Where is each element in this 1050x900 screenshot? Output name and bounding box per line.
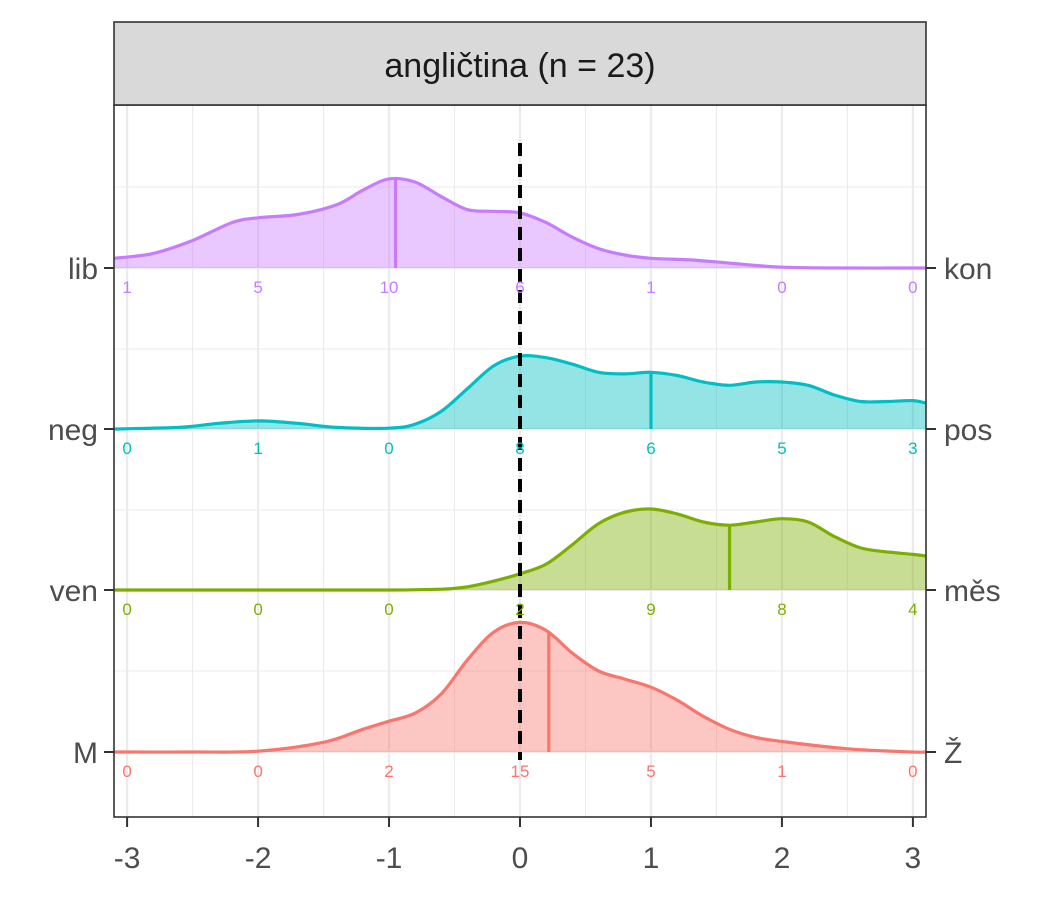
count-label: 0 [777, 278, 786, 297]
ridge-area-ven [114, 508, 926, 591]
count-label: 8 [515, 439, 524, 458]
count-label: 1 [253, 439, 262, 458]
count-label: 1 [646, 278, 655, 297]
facet-strip [113, 21, 927, 106]
x-tick-label: 0 [512, 842, 529, 875]
x-tick-label: 2 [774, 842, 791, 875]
count-label: 6 [515, 278, 524, 297]
ridge-line-ven [114, 507, 927, 592]
count-label: 0 [384, 439, 393, 458]
ridge-area-M [114, 622, 926, 753]
y-label-left: lib [68, 253, 98, 286]
count-label: 0 [384, 600, 393, 619]
count-label: 4 [908, 600, 917, 619]
y-label-right: pos [944, 414, 992, 447]
count-label: 2 [384, 762, 393, 781]
count-label: 0 [908, 762, 917, 781]
count-label: 6 [646, 439, 655, 458]
y-label-left: ven [50, 575, 98, 608]
ridge-line-lib [113, 176, 927, 270]
count-label: 1 [122, 278, 131, 297]
count-label: 0 [122, 439, 131, 458]
ridge-area-lib [114, 178, 926, 269]
ridge-line-M [113, 620, 927, 754]
count-label: 0 [253, 762, 262, 781]
x-tick-label: 1 [643, 842, 660, 875]
count-label: 15 [511, 762, 530, 781]
count-label: 0 [122, 762, 131, 781]
count-label: 8 [777, 600, 786, 619]
facet-title: angličtina (n = 23) [384, 47, 655, 85]
x-axis: -3 -2 -1 0 1 2 3 [114, 817, 921, 875]
y-label-right: Ž [944, 737, 962, 770]
x-tick-label: -2 [245, 842, 272, 875]
y-label-left: M [73, 737, 98, 770]
count-label: 10 [380, 278, 399, 297]
count-label: 5 [777, 439, 786, 458]
y-label-left: neg [48, 414, 98, 447]
count-label: 5 [253, 278, 262, 297]
y-label-right: měs [944, 575, 1001, 608]
count-label: 0 [253, 600, 262, 619]
count-label: 1 [777, 762, 786, 781]
count-label: 5 [646, 762, 655, 781]
ridge-area-neg [114, 355, 926, 429]
ridge-line-neg [113, 354, 927, 431]
count-label: 9 [646, 600, 655, 619]
y-label-right: kon [944, 253, 992, 286]
count-label: 3 [908, 439, 917, 458]
x-tick-label: -1 [376, 842, 403, 875]
count-label: 0 [908, 278, 917, 297]
count-label: 2 [515, 600, 524, 619]
count-label: 0 [122, 600, 131, 619]
count-labels: 0 0 2 15 5 1 00 0 0 2 9 8 40 1 0 8 6 5 31 5 10 6 1 0 0 [122, 278, 917, 781]
x-tick-label: -3 [114, 842, 141, 875]
x-tick-label: 3 [905, 842, 922, 875]
density-ridges [113, 176, 927, 754]
